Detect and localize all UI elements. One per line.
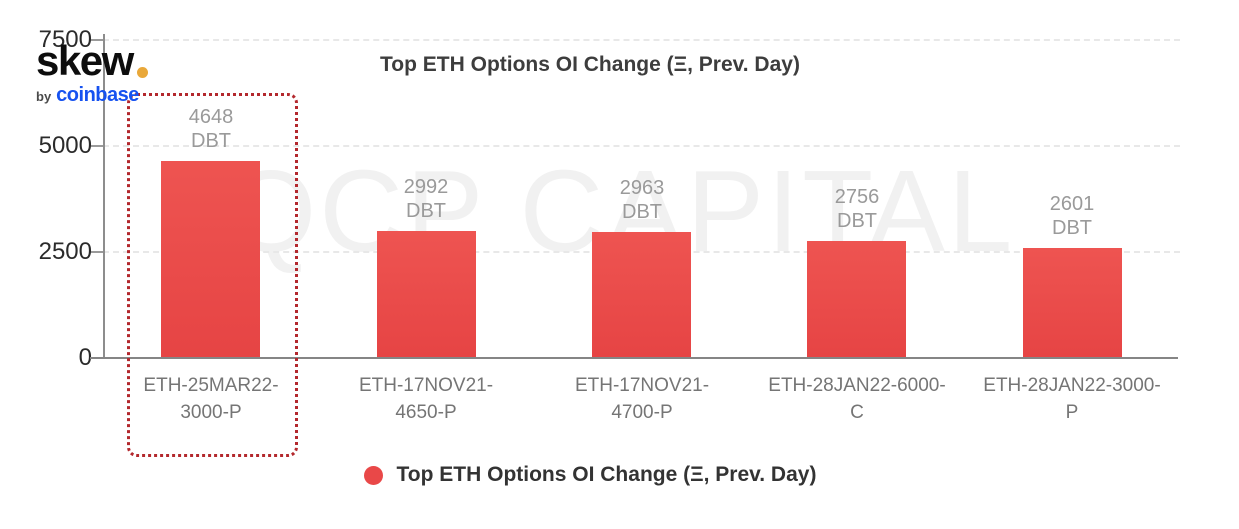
value-number: 2992 bbox=[403, 176, 449, 198]
y-tick-label-2500: 2500 bbox=[38, 238, 92, 265]
bar-ETH-28JAN22-6000-C[interactable] bbox=[807, 241, 906, 358]
gridline-5000 bbox=[103, 145, 1180, 147]
byline-prefix: by bbox=[36, 89, 52, 104]
legend[interactable]: Top ETH Options OI Change (Ξ, Prev. Day) bbox=[0, 463, 1180, 487]
value-label-3: 2756 DBT bbox=[777, 185, 937, 233]
legend-label: Top ETH Options OI Change (Ξ, Prev. Day) bbox=[396, 463, 817, 486]
value-label-2: 2963 DBT bbox=[562, 176, 722, 224]
x-axis-line bbox=[90, 357, 1178, 359]
value-number: 4648 bbox=[188, 106, 234, 128]
bar-ETH-17NOV21-4700-P[interactable] bbox=[592, 232, 691, 358]
value-unit: DBT bbox=[1052, 217, 1092, 239]
bar-ETH-25MAR22-3000-P[interactable] bbox=[161, 161, 260, 358]
gridline-7500 bbox=[103, 39, 1180, 41]
value-label-1: 2992 DBT bbox=[346, 175, 506, 223]
y-tick-label-0: 0 bbox=[78, 344, 92, 371]
category-label-4: ETH-28JAN22-3000-P bbox=[983, 375, 1161, 423]
y-axis-line bbox=[103, 34, 105, 359]
value-number: 2963 bbox=[619, 177, 665, 199]
value-unit: DBT bbox=[837, 210, 877, 232]
value-number: 2601 bbox=[1049, 193, 1095, 215]
category-label-1: ETH-17NOV21-4650-P bbox=[358, 375, 494, 423]
category-label-2: ETH-17NOV21-4700-P bbox=[574, 375, 710, 423]
legend-marker-dot bbox=[363, 465, 383, 485]
value-label-4: 2601 DBT bbox=[992, 192, 1152, 240]
y-tick-5000 bbox=[91, 145, 103, 147]
y-tick-label-5000: 5000 bbox=[38, 132, 92, 159]
y-tick-7500 bbox=[91, 39, 103, 41]
logo-dot-icon bbox=[136, 67, 148, 78]
y-tick-2500 bbox=[91, 251, 103, 253]
value-label-0: 4648 DBT bbox=[131, 105, 291, 153]
skew-logo-wordmark: skew bbox=[36, 40, 148, 82]
coinbase-byline: by coinbase bbox=[36, 85, 148, 105]
value-unit: DBT bbox=[191, 130, 231, 152]
chart-title: Top ETH Options OI Change (Ξ, Prev. Day) bbox=[380, 53, 800, 76]
y-tick-label-7500: 7500 bbox=[38, 26, 92, 53]
category-label-3: ETH-28JAN22-6000-C bbox=[768, 375, 946, 423]
bar-ETH-17NOV21-4650-P[interactable] bbox=[377, 231, 476, 358]
value-unit: DBT bbox=[406, 200, 446, 222]
value-number: 2756 bbox=[834, 186, 880, 208]
coinbase-wordmark: coinbase bbox=[56, 84, 139, 106]
skew-logo-text: skew bbox=[36, 37, 134, 84]
skew-logo[interactable]: skew by coinbase bbox=[36, 40, 148, 105]
category-label-0: ETH-25MAR22-3000-P bbox=[143, 375, 279, 423]
bar-ETH-28JAN22-3000-P[interactable] bbox=[1023, 248, 1122, 358]
value-unit: DBT bbox=[622, 201, 662, 223]
